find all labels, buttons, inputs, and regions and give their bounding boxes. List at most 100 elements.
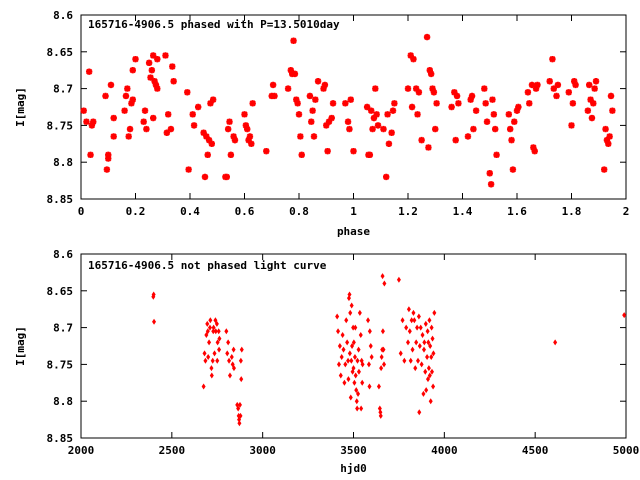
data-point (591, 85, 598, 92)
phased-plot-y-axis-label: I[mag] (14, 87, 27, 127)
data-point (200, 129, 207, 136)
data-point (412, 85, 420, 92)
data-point (346, 125, 353, 133)
data-point (225, 350, 230, 357)
data-point (336, 328, 341, 335)
data-point (379, 354, 384, 361)
data-point (415, 357, 420, 364)
unphased-plot: 165716-4906.5 not phased light curve hjd… (14, 248, 639, 475)
x-tick-label: 0.4 (180, 205, 200, 218)
data-point (515, 103, 522, 111)
data-point (105, 155, 112, 162)
data-point (83, 118, 90, 125)
data-point (506, 125, 514, 133)
data-point (379, 365, 384, 372)
data-point (376, 383, 381, 390)
x-tick-label: 0 (78, 205, 85, 218)
data-point (354, 387, 359, 394)
data-point (546, 78, 553, 85)
y-tick-label: 8.85 (47, 432, 74, 445)
data-point (242, 122, 250, 129)
data-point (372, 85, 379, 92)
data-point (206, 354, 211, 361)
data-point (349, 357, 354, 364)
data-point (384, 111, 391, 118)
data-point (352, 354, 357, 361)
data-point (205, 136, 213, 144)
data-point (102, 92, 109, 100)
x-tick-label: 1 (350, 205, 357, 218)
data-point (418, 324, 423, 331)
data-point (312, 96, 319, 103)
data-point (468, 92, 476, 100)
phased-plot: 165716-4906.5 phased with P=13.5010day p… (14, 9, 629, 238)
data-point (140, 118, 147, 125)
data-point (129, 96, 136, 103)
data-point (354, 398, 359, 405)
data-point (407, 328, 412, 335)
data-point (184, 89, 191, 96)
data-point (505, 111, 513, 118)
data-point (207, 100, 214, 107)
data-point (380, 273, 385, 280)
data-point (427, 372, 432, 379)
x-tick-label: 0.8 (289, 205, 309, 218)
data-point (121, 107, 128, 114)
data-point (211, 328, 216, 335)
data-point (344, 317, 349, 324)
data-point (419, 361, 424, 368)
data-point (370, 114, 378, 122)
data-point (224, 125, 232, 133)
data-point (85, 68, 93, 75)
data-point (448, 103, 455, 111)
x-tick-label: 4500 (522, 444, 549, 457)
data-point (549, 55, 556, 63)
data-point (223, 173, 230, 181)
data-point (409, 317, 414, 324)
data-point (110, 114, 117, 122)
data-point (306, 92, 314, 100)
data-point (472, 107, 480, 114)
data-point (430, 335, 435, 342)
data-point (231, 136, 239, 144)
data-point (80, 107, 87, 114)
data-point (421, 346, 426, 353)
data-point (568, 122, 575, 129)
data-point (237, 420, 242, 427)
data-point (367, 383, 372, 390)
data-point (421, 390, 426, 397)
data-point (346, 376, 351, 383)
data-point (209, 365, 214, 372)
data-point (125, 133, 132, 140)
data-point (341, 346, 346, 353)
data-point (353, 372, 358, 379)
x-tick-label: 0.2 (126, 205, 146, 218)
data-point (239, 346, 244, 353)
data-point (132, 55, 139, 63)
data-point (284, 85, 292, 92)
data-point (584, 107, 592, 114)
data-point (383, 173, 390, 181)
data-point (425, 354, 430, 361)
data-point (571, 78, 578, 85)
data-point (587, 96, 594, 103)
data-point (382, 280, 387, 287)
data-point (152, 318, 157, 325)
data-point (389, 107, 397, 114)
data-point (429, 354, 434, 361)
data-point (470, 125, 477, 133)
data-point (145, 59, 153, 67)
data-point (351, 324, 356, 331)
data-point (209, 96, 217, 103)
data-point (467, 96, 474, 103)
phased-plot-ticks: 0 0.2 0.4 0.6 0.8 1 1.2 1.4 1.6 1.8 2 8.6 8.65 8.7 8.7… (47, 9, 630, 218)
data-point (349, 302, 354, 309)
data-point (290, 37, 297, 44)
data-point (148, 67, 156, 74)
data-point (110, 133, 117, 140)
data-point (202, 350, 207, 357)
data-point (231, 346, 236, 353)
data-point (122, 92, 130, 100)
data-point (603, 136, 611, 144)
data-point (212, 350, 217, 357)
